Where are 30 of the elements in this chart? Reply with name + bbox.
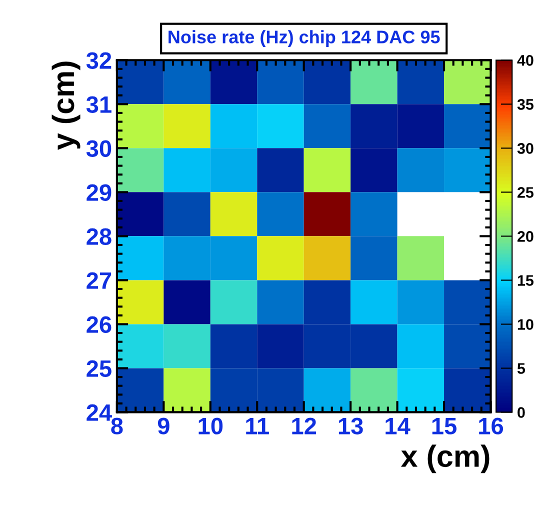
- y-tick-label: 28: [86, 228, 112, 245]
- x-tick-label: 15: [432, 418, 456, 434]
- x-tick-label: 11: [246, 418, 269, 434]
- x-tick-label: 13: [338, 418, 363, 434]
- y-tick-label: 24: [86, 404, 112, 421]
- y-tick-label: 32: [86, 52, 112, 69]
- x-tick-label: 12: [292, 418, 316, 434]
- y-tick-label: 25: [86, 360, 112, 378]
- x-tick-label: 9: [158, 418, 170, 434]
- x-axis-title: x (cm): [400, 444, 490, 474]
- color-bar-label: 15: [518, 275, 534, 286]
- x-tick-label: 10: [198, 418, 223, 434]
- color-bar-label: 25: [517, 187, 534, 198]
- color-bar-label: 0: [518, 407, 525, 418]
- y-tick-label: 26: [86, 316, 112, 333]
- color-bar-label: 5: [517, 363, 526, 374]
- color-bar-label: 10: [518, 319, 534, 330]
- y-tick-label: 27: [86, 272, 112, 289]
- color-bar-label: 30: [517, 143, 534, 154]
- y-tick-label: 30: [86, 140, 112, 157]
- x-tick-label: 14: [386, 418, 410, 434]
- x-tick-label: 8: [111, 418, 123, 434]
- color-bar-label: 40: [517, 55, 534, 66]
- color-bar-label: 35: [517, 99, 534, 110]
- color-bar-label: 20: [517, 231, 534, 242]
- chart-title: Noise rate (Hz) chip 124 DAC 95: [168, 30, 440, 47]
- y-tick-label: 31: [86, 96, 112, 113]
- x-tick-label: 16: [479, 418, 504, 434]
- y-tick-label: 29: [86, 184, 112, 201]
- y-axis-title: y (cm): [52, 62, 80, 150]
